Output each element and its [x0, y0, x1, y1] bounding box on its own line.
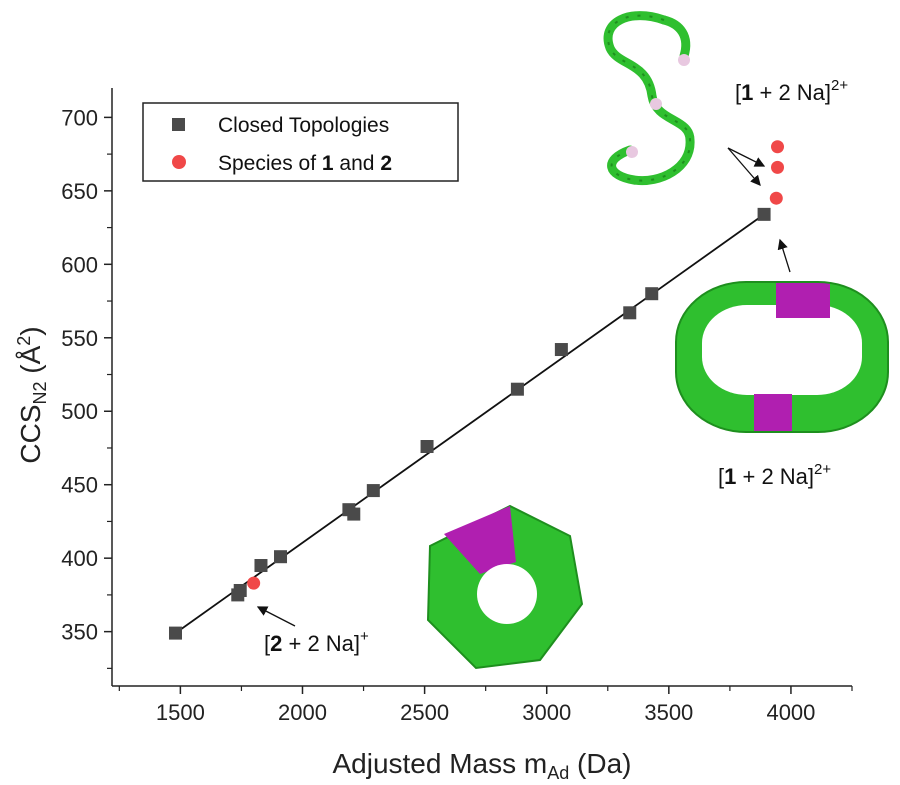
x-tick-label: 3500: [644, 700, 693, 725]
arrow-small-ring: [256, 606, 296, 627]
closed-topology-point: [366, 484, 380, 498]
x-tick-label: 3000: [522, 700, 571, 725]
arrow-open-top: [727, 147, 766, 167]
arrow-open-bottom: [727, 147, 761, 186]
closed-topology-point: [510, 382, 524, 396]
fit-line: [174, 213, 765, 634]
y-axis-title: CCSN2 (Å2): [14, 326, 50, 463]
closed-topology-point: [233, 583, 247, 597]
legend-label-species: Species of 1 and 2: [218, 152, 392, 175]
small-ring-molecule-image: [426, 504, 584, 670]
closed-topology-point: [554, 343, 568, 357]
open-chain-molecule-image: [603, 11, 695, 186]
x-tick-label: 4000: [766, 700, 815, 725]
x-axis-title: Adjusted Mass mAd (Da): [332, 748, 631, 783]
y-tick-label: 350: [61, 620, 98, 645]
closed-topology-point: [757, 207, 771, 221]
annotation-ring-label: [1 + 2 Na]2+: [718, 461, 831, 489]
annotation-open-label: [1 + 2 Na]2+: [735, 77, 848, 105]
large-ring-molecule-image: [675, 281, 889, 433]
closed-topology-point: [168, 626, 182, 640]
fit-line-group: [174, 213, 765, 634]
legend-marker-closed: [172, 118, 185, 131]
legend-box: [142, 102, 459, 182]
closed-topology-point: [254, 559, 268, 573]
annotation-arrows: [256, 147, 791, 627]
y-tick-label: 650: [61, 179, 98, 204]
axes: [111, 88, 852, 687]
x-ticks: 1500 2000 2500 3000 3500 4000: [118, 686, 853, 725]
x-tick-label: 2500: [400, 700, 449, 725]
species-point: [769, 191, 783, 205]
y-tick-label: 550: [61, 326, 98, 351]
closed-topology-point: [420, 440, 434, 454]
closed-topology-point: [645, 287, 659, 301]
annotation-small-ring-label: [2 + 2 Na]+: [264, 628, 369, 656]
y-tick-label: 700: [61, 105, 98, 130]
closed-topology-point: [274, 550, 288, 564]
atom-2: [650, 98, 662, 110]
legend-marker-species: [172, 155, 186, 169]
species-point: [771, 140, 785, 154]
y-tick-label: 450: [61, 473, 98, 498]
legend: Closed Topologies Species of 1 and 2: [142, 102, 459, 182]
x-tick-label: 1500: [156, 700, 205, 725]
species-point: [247, 576, 261, 590]
y-tick-label: 500: [61, 399, 98, 424]
atom-3: [626, 146, 638, 158]
closed-topology-point: [347, 507, 361, 521]
x-tick-label: 2000: [278, 700, 327, 725]
species-point: [771, 160, 785, 174]
y-tick-label: 400: [61, 546, 98, 571]
legend-label-closed: Closed Topologies: [218, 114, 389, 137]
arrow-ring: [777, 238, 791, 273]
y-tick-label: 600: [61, 252, 98, 277]
y-ticks: 350 400 450 500 550 600 650 700: [61, 105, 112, 669]
atom-1: [678, 54, 690, 66]
closed-topology-point: [623, 306, 637, 320]
data-points: [168, 140, 785, 640]
